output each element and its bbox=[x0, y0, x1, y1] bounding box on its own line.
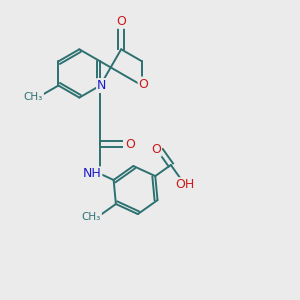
Text: CH₃: CH₃ bbox=[82, 212, 101, 222]
Text: CH₃: CH₃ bbox=[24, 92, 43, 102]
Text: NH: NH bbox=[82, 167, 101, 180]
Text: O: O bbox=[139, 77, 148, 91]
Text: O: O bbox=[116, 15, 126, 28]
Text: O: O bbox=[126, 138, 136, 151]
Text: OH: OH bbox=[175, 178, 194, 191]
Text: N: N bbox=[97, 79, 106, 92]
Text: O: O bbox=[151, 143, 161, 156]
